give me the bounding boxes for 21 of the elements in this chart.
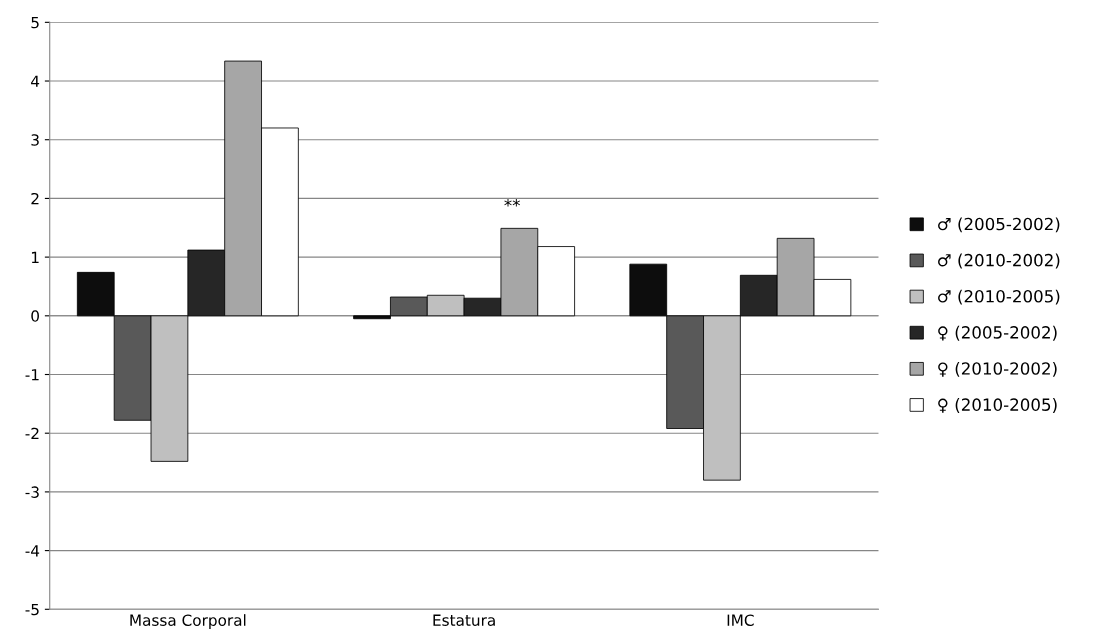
y-tick-label: -2: [25, 427, 39, 440]
legend-label: ♂ (2010-2002): [938, 253, 1060, 269]
y-tick-label: 5: [31, 17, 39, 29]
x-tick-label: Massa Corporal: [130, 614, 246, 629]
x-tick-label: Estatura: [433, 614, 495, 626]
y-tick-label: 3: [31, 134, 39, 146]
legend-label: ♂ (2005-2002): [938, 217, 1060, 233]
annotation: **: [504, 199, 520, 207]
legend-label: ♀ (2005-2002): [938, 325, 1057, 341]
legend-label: ♀ (2010-2002): [938, 361, 1057, 377]
legend-label: ♂ (2010-2005): [938, 289, 1060, 305]
legend-label: ♀ (2010-2005): [938, 398, 1057, 413]
y-tick-label: -5: [25, 603, 39, 616]
y-tick-label: -4: [25, 545, 40, 557]
y-tick-label: -1: [25, 369, 39, 381]
y-tick-label: 4: [31, 75, 40, 87]
x-tick-label: IMC: [727, 614, 754, 626]
y-tick-label: -3: [25, 486, 39, 498]
y-tick-label: 0: [31, 310, 39, 322]
y-tick-label: 2: [31, 192, 39, 205]
y-tick-label: 1: [31, 251, 39, 263]
